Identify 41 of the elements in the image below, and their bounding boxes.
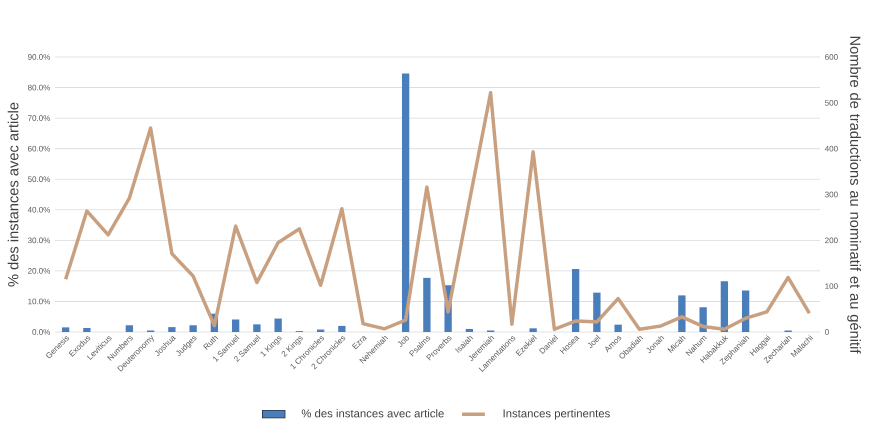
y-tick-label: 50.0% <box>28 176 50 182</box>
y2-tick-label: 0 <box>825 329 829 335</box>
legend-label: Instances pertinentes <box>504 409 610 420</box>
bar <box>742 290 750 332</box>
y2-tick-label: 300 <box>825 192 838 198</box>
bar <box>529 328 537 332</box>
y-tick-label: 70.0% <box>28 115 50 121</box>
bar <box>614 324 622 332</box>
y2-tick-label: 100 <box>825 283 838 290</box>
bar <box>402 74 410 332</box>
y-tick-label: 80.0% <box>28 84 50 90</box>
y-tick-label: 10.0% <box>28 298 50 304</box>
y-axis-title: % des instances avec article <box>8 102 18 287</box>
y2-axis-title: Nombre de traductions au nominatif et au génitif <box>847 36 862 354</box>
bar <box>232 319 240 332</box>
y-tick-label: 0.0% <box>32 329 50 335</box>
y-tick-label: 40.0% <box>28 206 50 213</box>
bar <box>572 269 580 332</box>
bar <box>678 295 686 332</box>
bar <box>423 278 431 332</box>
y-tick-label: 90.0% <box>28 54 50 60</box>
x-tick-label: Job <box>398 336 409 347</box>
y2-tick-label: 500 <box>825 100 838 106</box>
y2-tick-label: 600 <box>825 54 838 60</box>
bar <box>189 325 197 332</box>
bar <box>274 318 282 332</box>
line-series <box>64 91 812 331</box>
y-tick-label: 20.0% <box>28 268 50 274</box>
y2-tick-label: 200 <box>825 238 838 244</box>
bar <box>83 328 91 332</box>
bar <box>253 324 261 332</box>
y-tick-label: 60.0% <box>28 146 50 152</box>
bar <box>338 326 346 332</box>
bar <box>168 327 176 332</box>
bar <box>126 325 134 332</box>
bar <box>720 281 728 332</box>
legend-label: % des instances avec article <box>302 409 444 418</box>
bar <box>62 327 70 332</box>
y2-tick-label: 400 <box>824 146 838 152</box>
bar <box>466 328 474 332</box>
y-tick-label: 30.0% <box>28 238 50 244</box>
